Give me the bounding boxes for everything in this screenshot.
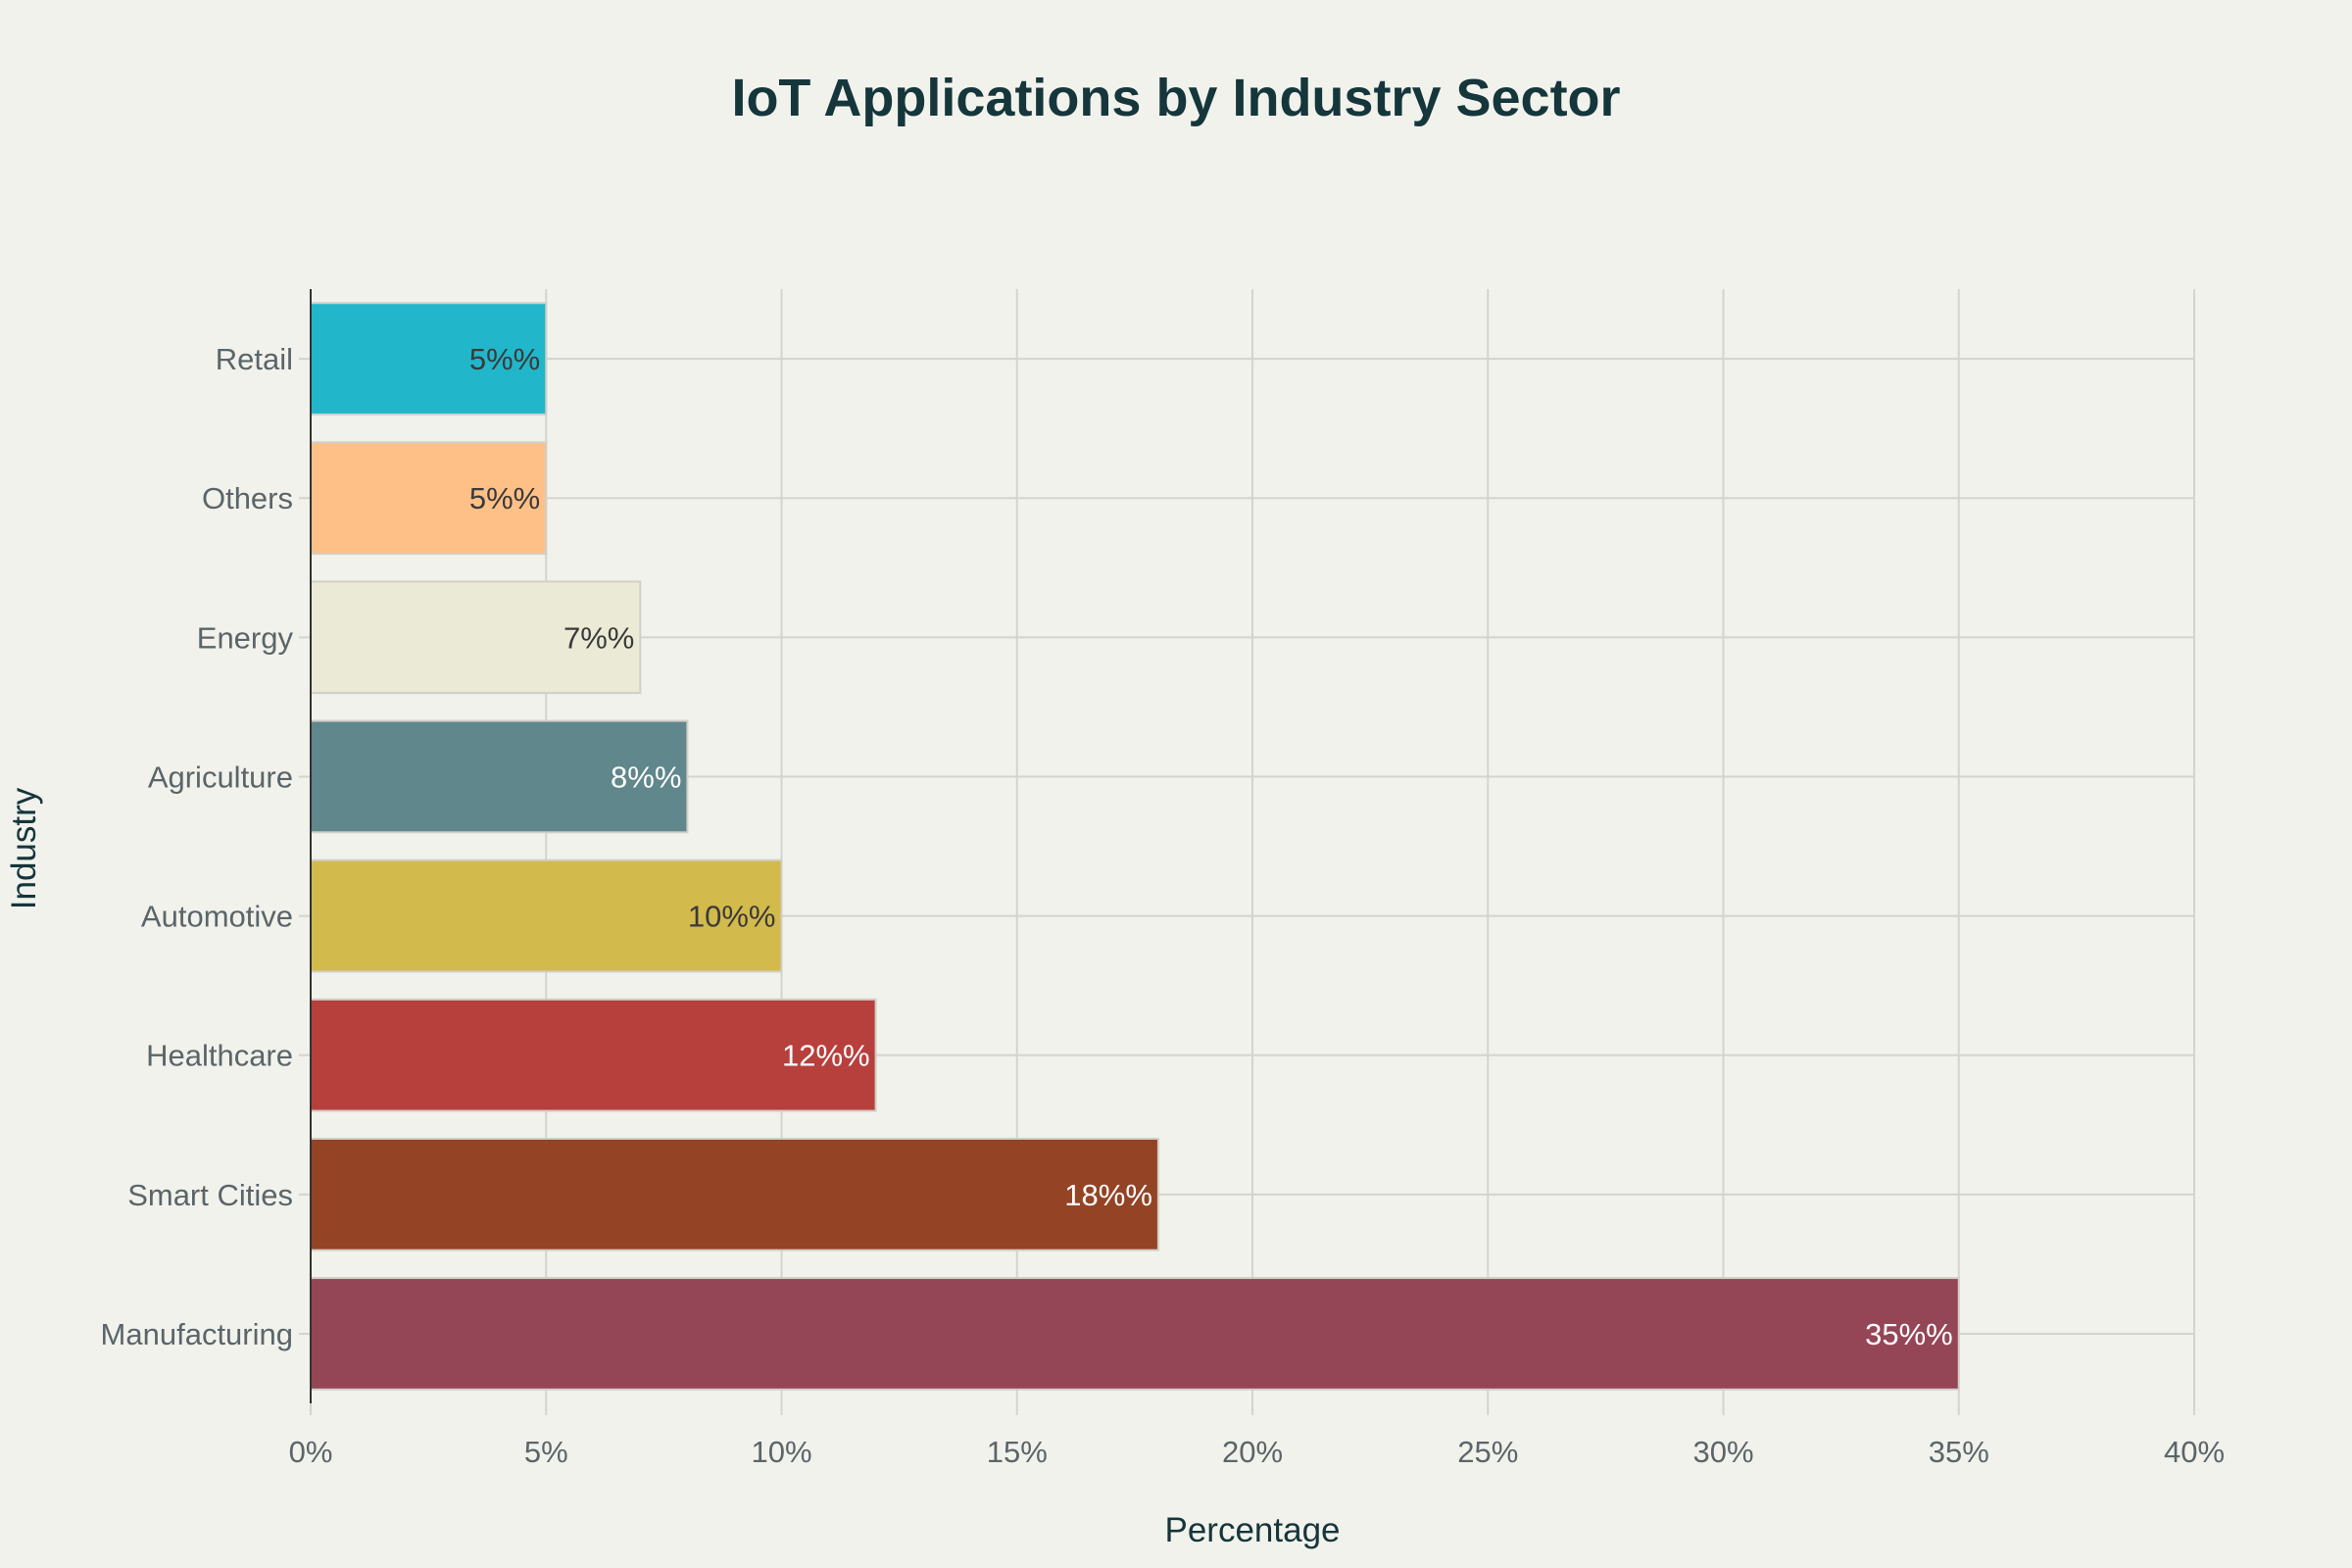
y-tick-label: Others [202, 481, 293, 515]
x-tick-label: 25% [1457, 1435, 1518, 1469]
data-label: 8%% [611, 760, 681, 794]
x-axis-title: Percentage [1164, 1511, 1340, 1549]
y-axis-ticks: Manufacturing Smart Cities Healthcare Autom… [101, 342, 294, 1351]
y-tick-label: Automotive [141, 900, 293, 934]
bar-smart-cities [310, 1137, 1159, 1251]
y-tick-label: Manufacturing [101, 1317, 293, 1351]
x-axis-ticks: 0% 5% 10% 15% 20% 25% 30% 35% 40% [289, 1403, 2225, 1469]
x-tick-label: 0% [289, 1435, 333, 1469]
x-tick-label: 20% [1222, 1435, 1283, 1469]
data-label: 5%% [469, 481, 540, 515]
y-tick-label: Healthcare [146, 1039, 293, 1073]
bar-energy [310, 580, 642, 695]
x-tick-label: 5% [524, 1435, 568, 1469]
bar-manufacturing [310, 1277, 1960, 1391]
bar-healthcare [310, 998, 877, 1112]
bar-agriculture [310, 719, 689, 834]
data-label: 12%% [782, 1039, 870, 1073]
bar-automotive [310, 858, 783, 973]
y-tick-label: Agriculture [148, 760, 293, 794]
x-tick-label: 40% [2164, 1435, 2225, 1469]
data-label: 35%% [1865, 1317, 1953, 1351]
data-label: 5%% [469, 342, 540, 376]
data-label: 7%% [564, 620, 634, 655]
x-tick-label: 30% [1692, 1435, 1753, 1469]
y-tick-label: Smart Cities [127, 1178, 293, 1212]
x-tick-label: 15% [987, 1435, 1048, 1469]
bars: 35%% 18%% 12%% 10%% 8%% 7%% 5%% 5%% [310, 302, 1960, 1391]
y-tick-label: Retail [216, 342, 293, 376]
y-axis-title: Industry [5, 787, 43, 909]
chart-title: IoT Applications by Industry Sector [731, 69, 1620, 127]
x-tick-label: 10% [751, 1435, 811, 1469]
x-tick-label: 35% [1929, 1435, 1989, 1469]
y-tick-label: Energy [197, 620, 294, 655]
data-label: 18%% [1064, 1178, 1152, 1212]
data-label: 10%% [688, 900, 776, 934]
